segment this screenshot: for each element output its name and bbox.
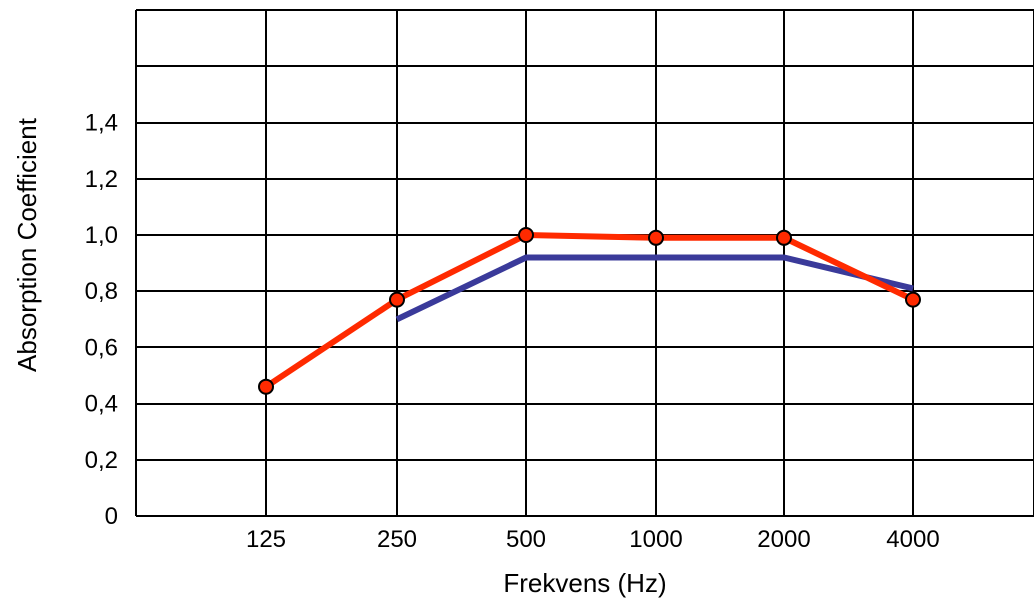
x-axis-title: Frekvens (Hz)	[503, 568, 666, 598]
y-tick-label: 0	[105, 503, 118, 530]
grid	[135, 9, 1034, 517]
x-tick-label: 2000	[757, 526, 810, 553]
x-tick-label: 125	[246, 526, 286, 553]
y-tick-label: 0,2	[85, 447, 118, 474]
y-tick-label: 1,0	[85, 222, 118, 249]
y-axis-title: Absorption Coefficient	[12, 117, 42, 372]
data-point-marker	[258, 378, 274, 395]
y-tick-label: 0,8	[85, 278, 118, 305]
series-line-2	[395, 254, 914, 323]
series-layer	[264, 231, 915, 390]
x-tick-labels: 125 250 500 1000 2000 4000	[246, 526, 940, 553]
x-tick-label: 250	[377, 526, 417, 553]
data-point-marker	[776, 229, 792, 246]
data-point-marker	[905, 291, 921, 308]
y-tick-labels: 0 0,2 0,4 0,6 0,8 1,0 1,2 1,4	[85, 110, 118, 530]
x-tick-label: 1000	[629, 526, 682, 553]
data-point-marker	[518, 227, 534, 243]
marker-layer	[258, 227, 921, 395]
data-point-marker	[648, 229, 664, 246]
y-tick-label: 0,6	[85, 334, 118, 361]
y-tick-label: 0,4	[85, 391, 118, 418]
y-tick-label: 1,4	[85, 110, 118, 137]
x-tick-label: 500	[506, 526, 546, 553]
data-point-marker	[389, 291, 405, 308]
y-tick-label: 1,2	[85, 166, 118, 193]
series-line-1	[264, 231, 915, 390]
x-tick-label: 4000	[886, 526, 939, 553]
